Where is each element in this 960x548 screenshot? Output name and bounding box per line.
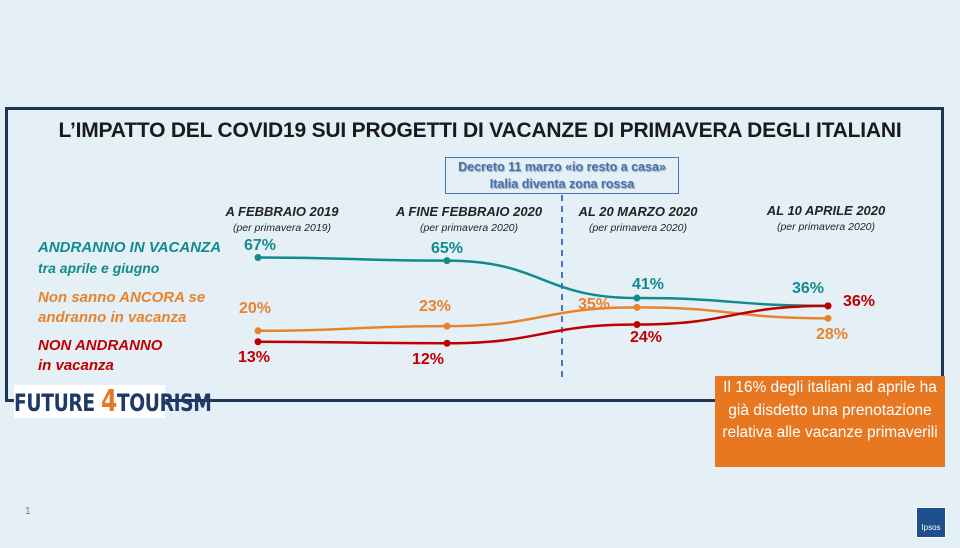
category-sublabel: (per primavera 2020) <box>776 221 876 233</box>
annotation-line-1: Decreto 11 marzo «io resto a casa» <box>458 160 666 174</box>
data-label: 24% <box>630 329 663 346</box>
legend-line-2: in vacanza <box>38 357 114 374</box>
legend-line-2: tra aprile e giugno <box>38 260 160 276</box>
ipsos-logo: Ipsos <box>916 507 946 538</box>
data-label: 41% <box>632 276 665 293</box>
page-number: 1 <box>25 506 31 517</box>
data-label: 23% <box>419 298 452 315</box>
data-point <box>633 294 641 302</box>
legend-non-sanno: Non sanno ANCORA se andranno in vacanza <box>38 288 205 328</box>
data-point <box>824 302 832 310</box>
data-point <box>824 314 832 322</box>
data-label: 28% <box>816 326 849 343</box>
future4tourism-logo: FUTURE 4TOURISM <box>14 384 212 419</box>
data-point <box>443 339 451 347</box>
data-label: 12% <box>412 351 445 368</box>
category-label: A FINE FEBBRAIO 2020 <box>395 204 543 219</box>
data-label: 35% <box>578 296 611 313</box>
series-line <box>257 256 829 308</box>
category-label: A FEBBRAIO 2019 <box>225 204 339 219</box>
legend-line-2: andranno in vacanza <box>38 309 187 326</box>
data-point <box>443 322 451 330</box>
series-line <box>257 304 829 345</box>
data-point <box>633 321 641 329</box>
slide-frame <box>5 107 944 402</box>
data-point <box>633 303 641 311</box>
legend-line-1: Non sanno ANCORA se <box>38 289 206 306</box>
category-sublabel: (per primavera 2020) <box>588 222 688 234</box>
data-label: 65% <box>431 240 464 257</box>
data-label: 20% <box>239 300 272 317</box>
slide-title: L’IMPATTO DEL COVID19 SUI PROGETTI DI VA… <box>58 119 902 142</box>
data-point <box>254 327 262 335</box>
legend-non-andranno: NON ANDRANNO in vacanza <box>38 336 162 376</box>
data-point <box>254 253 262 261</box>
annotation-line-2: Italia diventa zona rossa <box>489 177 635 191</box>
logo-text: TOURISM <box>116 389 212 417</box>
data-label: 13% <box>238 349 271 366</box>
data-point <box>254 338 262 346</box>
legend-andranno: ANDRANNO IN VACANZA tra aprile e giugno <box>38 238 221 278</box>
category-label: AL 20 MARZO 2020 <box>578 204 698 219</box>
data-label: 36% <box>792 280 825 297</box>
series-line <box>257 306 829 333</box>
category-sublabel: (per primavera 2020) <box>419 222 519 234</box>
callout-note: Il 16% degli italiani ad aprile ha già d… <box>715 376 945 467</box>
data-label: 67% <box>244 237 277 254</box>
legend-line-1: NON ANDRANNO <box>38 337 163 354</box>
logo-text: 4 <box>100 384 117 419</box>
category-label: AL 10 APRILE 2020 <box>766 203 886 218</box>
legend-line-1: ANDRANNO IN VACANZA <box>38 239 222 256</box>
data-label: 36% <box>843 293 876 310</box>
event-annotation-box: Decreto 11 marzo «io resto a casa» Itali… <box>445 157 679 194</box>
data-point <box>443 257 451 265</box>
category-sublabel: (per primavera 2019) <box>232 222 332 234</box>
logo-text: FUTURE <box>14 389 101 417</box>
